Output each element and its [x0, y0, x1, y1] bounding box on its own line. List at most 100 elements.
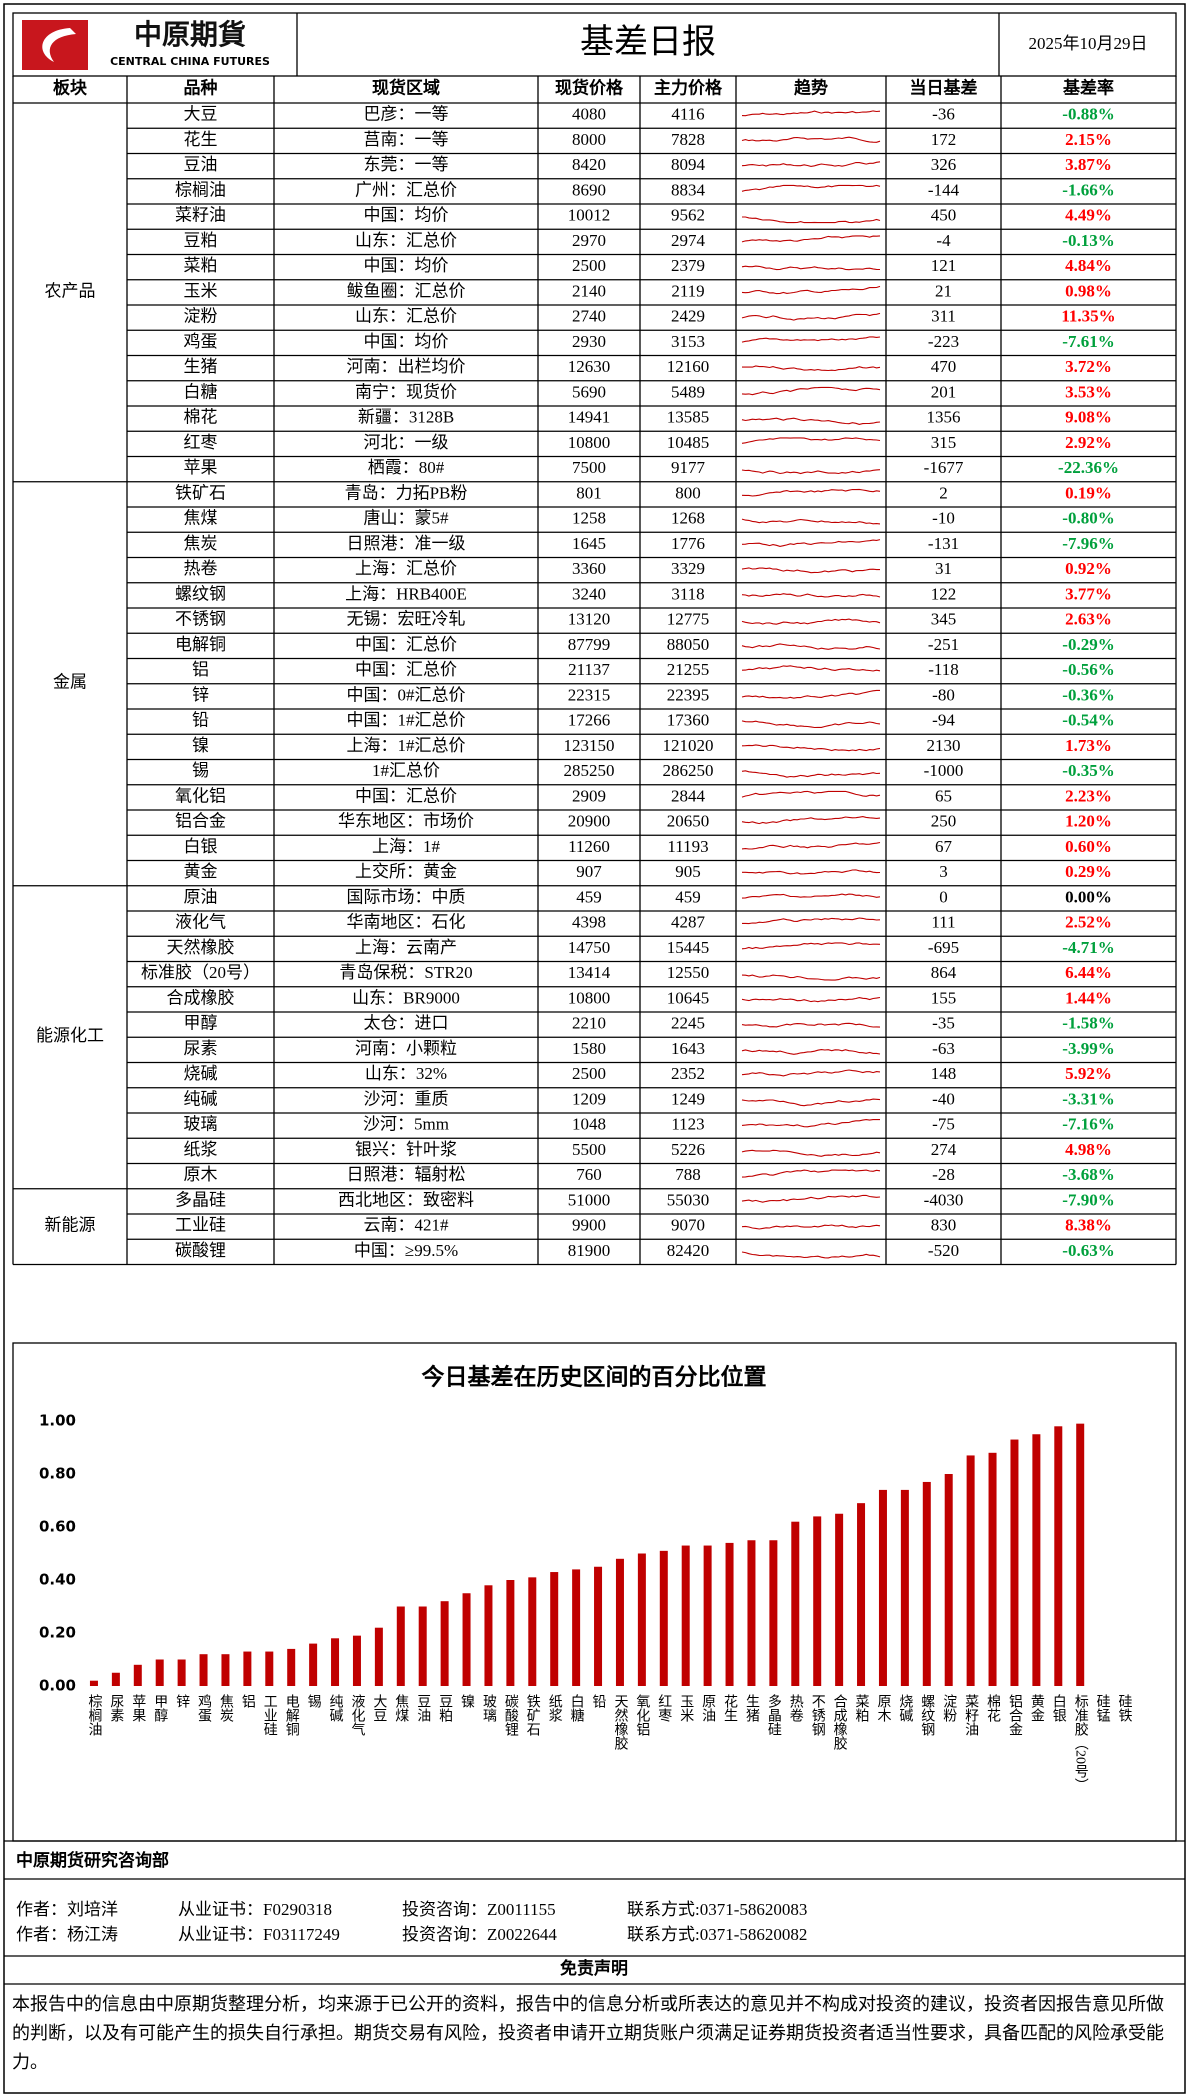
- product: 多晶硅: [175, 1190, 226, 1209]
- region: 西北地区：致密料: [338, 1190, 474, 1209]
- spot-price: 760: [576, 1165, 602, 1184]
- bar: [199, 1654, 208, 1686]
- trend-sparkline: [742, 365, 881, 372]
- main-price: 459: [675, 887, 701, 906]
- basis-rate: 1.20%: [1065, 812, 1112, 831]
- sector: 农产品: [45, 281, 96, 300]
- spot-price: 12630: [568, 357, 611, 376]
- region: 华南地区：石化: [347, 913, 466, 932]
- spot-price: 81900: [568, 1241, 611, 1260]
- product: 白银: [184, 837, 218, 856]
- basis: 2: [939, 483, 948, 502]
- authors: 作者：刘培洋 从业证书：F0290318 投资咨询：Z0011155 联系方式:037…: [16, 1900, 807, 1944]
- basis-rate: -0.36%: [1062, 685, 1114, 704]
- x-tick-label: 碳酸锂: [503, 1694, 519, 1737]
- product: 生猪: [184, 357, 218, 376]
- trend-sparkline: [741, 770, 881, 778]
- region: 云南：421#: [364, 1216, 449, 1235]
- basis-rate: 2.23%: [1065, 786, 1112, 805]
- product: 铅: [192, 711, 209, 730]
- spot-price: 1209: [572, 1089, 606, 1108]
- basis: 67: [935, 837, 953, 856]
- spot-price: 907: [576, 862, 602, 881]
- spot-price: 17266: [568, 711, 611, 730]
- x-tick-label: 尿素: [108, 1694, 124, 1722]
- bar: [659, 1550, 668, 1686]
- region: 中国：≥99.5%: [354, 1241, 458, 1260]
- x-tick-label: 硅铁: [1117, 1694, 1133, 1722]
- outer-border: [3, 3, 1186, 2094]
- x-tick-label: 镍: [459, 1694, 475, 1708]
- bar: [221, 1654, 230, 1686]
- region: 青岛保税：STR20: [339, 963, 472, 982]
- basis-rate: 2.92%: [1065, 433, 1112, 452]
- trend-sparkline: [742, 917, 881, 925]
- region: 鲅鱼圈：汇总价: [347, 281, 466, 300]
- bar: [374, 1627, 383, 1686]
- x-tick-label: 氧化铝: [634, 1694, 650, 1736]
- region: 巴彦：一等: [364, 105, 449, 124]
- bar: [1076, 1423, 1085, 1686]
- bar: [769, 1540, 778, 1686]
- author-info: 作者：刘培洋: [16, 1900, 118, 1919]
- region: 新疆：3128B: [358, 408, 454, 427]
- basis: 326: [931, 155, 957, 174]
- x-tick-label: 纸浆: [547, 1694, 563, 1722]
- bar: [572, 1569, 581, 1686]
- x-tick-label: 原木: [875, 1694, 891, 1722]
- spot-price: 8000: [572, 130, 606, 149]
- region: 上海：1#汇总价: [347, 736, 466, 755]
- product: 铁矿石: [175, 483, 226, 502]
- y-tick-label: 0.20: [39, 1624, 76, 1642]
- basis-rate: -1.58%: [1062, 1014, 1114, 1033]
- product: 铝合金: [175, 812, 226, 831]
- trend-sparkline: [741, 161, 881, 167]
- bar: [265, 1651, 274, 1686]
- x-tick-label: 硅锰: [1095, 1694, 1111, 1722]
- spot-price: 7500: [572, 458, 606, 477]
- logo-swoosh: [42, 28, 76, 62]
- trend-sparkline: [741, 136, 881, 143]
- region: 河南：小颗粒: [355, 1039, 457, 1058]
- x-tick-label: 白糖: [569, 1694, 585, 1722]
- main-price: 22395: [667, 685, 710, 704]
- region: 银兴：针叶浆: [355, 1140, 457, 1159]
- basis: 315: [931, 433, 957, 452]
- logo-subtext: CENTRAL CHINA FUTURES: [110, 55, 270, 68]
- trend-sparkline: [741, 643, 881, 650]
- x-tick-label: 菜籽油: [963, 1694, 979, 1736]
- product: 合成橡胶: [167, 988, 235, 1007]
- main-price: 10645: [667, 988, 710, 1007]
- region: 上海：汇总价: [355, 559, 457, 578]
- spot-price: 1645: [572, 534, 606, 553]
- main-price: 82420: [667, 1241, 710, 1260]
- spot-price: 2930: [572, 332, 606, 351]
- bar: [352, 1635, 361, 1686]
- bar: [133, 1664, 142, 1686]
- column-header: 基差率: [1062, 77, 1114, 97]
- basis: 274: [931, 1140, 957, 1159]
- author-info: 联系方式:0371-58620083: [627, 1900, 807, 1919]
- spot-price: 9900: [572, 1216, 606, 1235]
- product: 白糖: [184, 382, 218, 401]
- basis-rate: -4.71%: [1062, 938, 1114, 957]
- column-header: 品种: [184, 77, 218, 97]
- main-price: 9177: [671, 458, 706, 477]
- x-tick-label: 铝合金: [1007, 1694, 1023, 1736]
- trend-sparkline: [741, 235, 881, 243]
- main-price: 88050: [667, 635, 710, 654]
- x-tick-label: 多晶硅: [766, 1693, 782, 1736]
- disclaimer: 本报告中的信息由中原期货整理分析，均来源于已公开的资料，报告中的信息分析或所表达…: [12, 1994, 1164, 2072]
- trend-sparkline: [741, 417, 881, 425]
- spot-price: 20900: [568, 812, 611, 831]
- product: 氧化铝: [175, 786, 226, 805]
- bar: [944, 1474, 953, 1686]
- x-tick-label: 豆油: [415, 1694, 431, 1722]
- product: 锌: [192, 685, 209, 704]
- basis-rate: 3.72%: [1065, 357, 1112, 376]
- trend-sparkline: [741, 1149, 881, 1157]
- trend-sparkline: [741, 841, 881, 850]
- basis-rate: -3.31%: [1062, 1089, 1114, 1108]
- trend-sparkline: [741, 184, 881, 192]
- region: 中国：0#汇总价: [347, 685, 466, 704]
